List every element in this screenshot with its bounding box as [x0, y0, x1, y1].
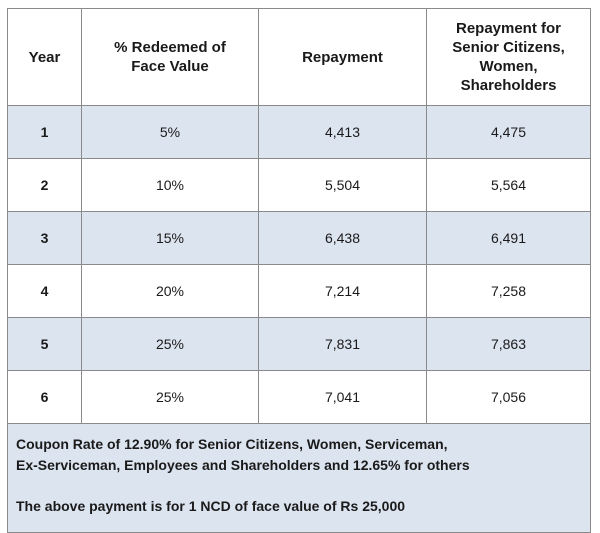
table-row: 3 15% 6,438 6,491 — [7, 211, 591, 265]
cell-year: 5 — [7, 317, 82, 371]
header-repayment: Repayment — [258, 8, 427, 106]
cell-repayment-special: 7,863 — [426, 317, 591, 371]
header-redeemed: % Redeemed of Face Value — [81, 8, 259, 106]
coupon-rate-line-2: Ex-Serviceman, Employees and Shareholder… — [16, 457, 470, 473]
footer-spacer — [16, 476, 590, 496]
footer-note: Coupon Rate of 12.90% for Senior Citizen… — [7, 423, 591, 533]
cell-repayment-special: 7,258 — [426, 264, 591, 318]
header-year: Year — [7, 8, 82, 106]
table-row: 6 25% 7,041 7,056 — [7, 370, 591, 424]
cell-repayment: 7,041 — [258, 370, 427, 424]
table-row: 2 10% 5,504 5,564 — [7, 158, 591, 212]
cell-redeemed: 25% — [81, 370, 259, 424]
coupon-rate-line-1: Coupon Rate of 12.90% for Senior Citizen… — [16, 436, 448, 452]
header-row: Year % Redeemed of Face Value Repayment … — [7, 8, 591, 106]
cell-redeemed: 10% — [81, 158, 259, 212]
cell-repayment-special: 4,475 — [426, 105, 591, 159]
cell-redeemed: 25% — [81, 317, 259, 371]
cell-repayment: 7,214 — [258, 264, 427, 318]
payment-note: The above payment is for 1 NCD of face v… — [16, 498, 406, 514]
cell-year: 4 — [7, 264, 82, 318]
cell-year: 1 — [7, 105, 82, 159]
cell-year: 6 — [7, 370, 82, 424]
cell-repayment: 6,438 — [258, 211, 427, 265]
cell-repayment: 4,413 — [258, 105, 427, 159]
cell-year: 2 — [7, 158, 82, 212]
table-row: 4 20% 7,214 7,258 — [7, 264, 591, 318]
repayment-table: Year % Redeemed of Face Value Repayment … — [7, 8, 591, 533]
table-row: 5 25% 7,831 7,863 — [7, 317, 591, 371]
cell-repayment-special: 6,491 — [426, 211, 591, 265]
cell-repayment: 5,504 — [258, 158, 427, 212]
header-repayment-special-label: Repayment for Senior Citizens, Women, Sh… — [452, 20, 565, 94]
cell-repayment-special: 5,564 — [426, 158, 591, 212]
cell-repayment-special: 7,056 — [426, 370, 591, 424]
footer-row: Coupon Rate of 12.90% for Senior Citizen… — [7, 423, 591, 533]
cell-year: 3 — [7, 211, 82, 265]
cell-redeemed: 15% — [81, 211, 259, 265]
header-redeemed-label: % Redeemed of Face Value — [114, 39, 226, 75]
header-repayment-special: Repayment for Senior Citizens, Women, Sh… — [426, 8, 591, 106]
table-row: 1 5% 4,413 4,475 — [7, 105, 591, 159]
cell-repayment: 7,831 — [258, 317, 427, 371]
cell-redeemed: 20% — [81, 264, 259, 318]
cell-redeemed: 5% — [81, 105, 259, 159]
